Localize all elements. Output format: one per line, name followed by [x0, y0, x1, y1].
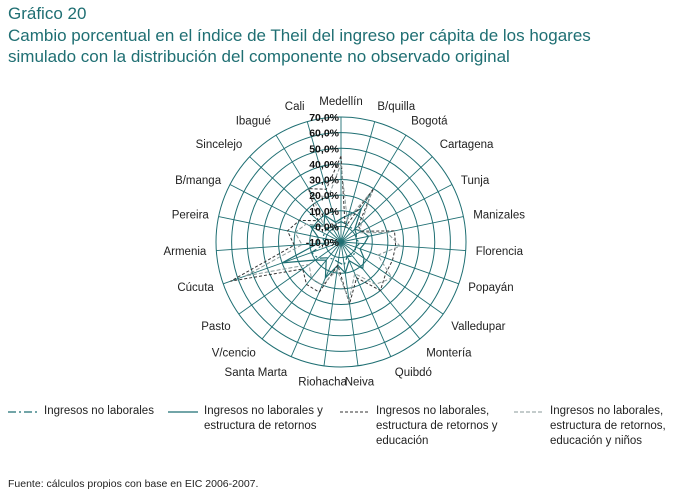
- category-label: Montería: [426, 348, 472, 360]
- grid-spoke: [238, 241, 342, 315]
- legend-item-2: Ingresos no laborales y estructura de re…: [168, 404, 343, 434]
- grid-spoke: [290, 241, 342, 357]
- grid-spoke: [275, 134, 342, 243]
- category-label: Tunja: [461, 175, 490, 187]
- category-label: Neiva: [345, 377, 375, 389]
- radar-labels: Medellín B/quilla Bogotá Cartagena Tunja Mani…: [163, 96, 525, 389]
- source-note: Fuente: cálculos propios con base en EIC…: [8, 478, 259, 490]
- title-block: Gráfico 20 Cambio porcentual en el índic…: [8, 3, 648, 67]
- grid-spoke: [340, 156, 433, 243]
- tick-label: 0,0%: [315, 221, 340, 233]
- category-label: V/cencio: [212, 348, 256, 360]
- legend-swatch-1: [8, 411, 38, 413]
- grid-spoke: [216, 241, 342, 251]
- category-label: Florencia: [476, 246, 524, 258]
- radar-grid: [215, 116, 467, 368]
- category-label: Pasto: [201, 321, 230, 333]
- tick-label: 60,0%: [309, 128, 339, 140]
- category-label: Armenia: [163, 246, 206, 258]
- legend-label-1: Ingresos no laborales: [44, 405, 154, 417]
- category-label: Medellín: [319, 96, 362, 108]
- grid-spoke: [340, 241, 459, 285]
- grid-spoke: [218, 216, 342, 243]
- tick-label: 50,0%: [309, 143, 339, 155]
- grid-spoke: [340, 184, 453, 243]
- grid-spoke: [340, 241, 466, 251]
- radar-series: [230, 155, 402, 306]
- category-label: B/quilla: [377, 101, 415, 113]
- category-label: Sincelejo: [196, 139, 243, 151]
- category-label: Quibdó: [395, 367, 432, 379]
- category-label: B/manga: [175, 175, 222, 187]
- grid-spoke: [340, 134, 407, 243]
- category-label: Bogotá: [411, 116, 448, 128]
- grid-spoke: [229, 184, 342, 243]
- category-label: Cali: [285, 101, 305, 113]
- legend-item-4: Ingresos no laborales, estructura de ret…: [514, 404, 679, 449]
- tick-label: -10,0%: [306, 237, 340, 249]
- legend-label-3: Ingresos no laborales, estructura de ret…: [376, 405, 498, 447]
- category-label: Santa Marta: [225, 367, 288, 379]
- legend-item-1: Ingresos no laborales: [8, 404, 178, 419]
- category-label: Manizales: [473, 210, 525, 222]
- legend-swatch-3: [340, 411, 370, 413]
- category-label: Valledupar: [451, 321, 505, 333]
- tick-label: 70,0%: [309, 112, 339, 124]
- tick-label: 30,0%: [309, 175, 339, 187]
- chart-title: Cambio porcentual en el índice de Theil …: [8, 26, 591, 66]
- legend-swatch-4: [514, 411, 544, 413]
- tick-label: 20,0%: [309, 190, 339, 202]
- tick-label: 40,0%: [309, 159, 339, 171]
- legend: Ingresos no laborales Ingresos no labora…: [8, 404, 676, 456]
- category-label: Popayán: [468, 282, 513, 294]
- radar-ticks: -10,0% 0,0% 10,0% 20,0% 30,0% 40,0% 50,0% 60,0%…: [306, 112, 340, 249]
- category-label: Riohacha: [298, 377, 347, 389]
- legend-label-4: Ingresos no laborales, estructura de ret…: [550, 405, 666, 447]
- radar-chart: -10,0% 0,0% 10,0% 20,0% 30,0% 40,0% 50,0% 60,0%…: [163, 96, 525, 389]
- category-label: Cúcuta: [177, 282, 214, 294]
- legend-item-3: Ingresos no laborales, estructura de ret…: [340, 404, 510, 449]
- series-line-1: [310, 221, 361, 267]
- category-label: Ibagué: [236, 116, 271, 128]
- category-label: Pereira: [172, 210, 210, 222]
- grid-spoke: [340, 216, 464, 243]
- grid-spoke: [261, 241, 342, 340]
- legend-swatch-2: [168, 411, 198, 413]
- category-label: Cartagena: [440, 139, 494, 151]
- figure-label: Gráfico 20: [8, 4, 87, 23]
- tick-label: 10,0%: [309, 206, 339, 218]
- series-line-2: [281, 207, 370, 280]
- series-line-4: [245, 163, 402, 303]
- grid-spoke: [340, 121, 376, 243]
- legend-label-2: Ingresos no laborales y estructura de re…: [204, 405, 323, 432]
- grid-spoke: [340, 241, 359, 366]
